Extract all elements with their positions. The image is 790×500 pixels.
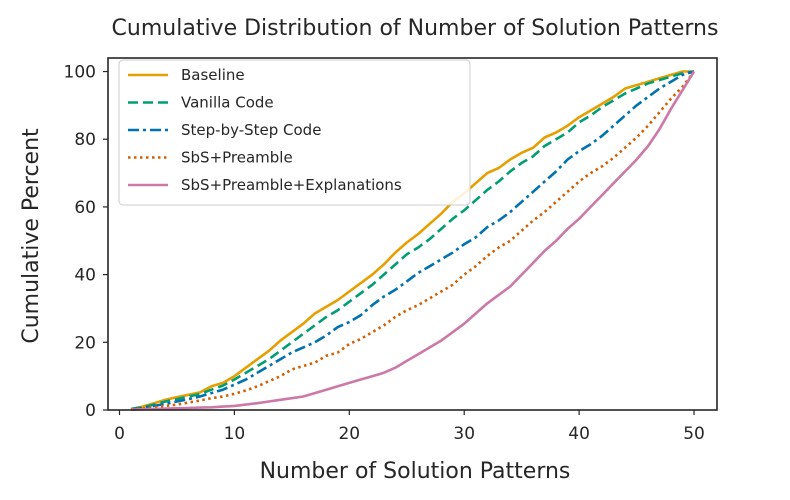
- legend-label: Step-by-Step Code: [181, 121, 321, 139]
- legend: Baseline Vanilla Code Step-by-Step Code SbS…: [118, 59, 471, 206]
- axis-ticks: 0 10 20 30 40 50 0 20 40 60 80 100: [64, 63, 705, 444]
- x-tick-label: 0: [114, 424, 125, 444]
- y-tick-label: 0: [85, 401, 96, 421]
- y-tick-label: 80: [74, 130, 96, 150]
- y-tick-label: 60: [74, 198, 96, 218]
- series-line-4: [130, 70, 696, 411]
- series-line-2: [130, 70, 695, 411]
- x-axis-label: Number of Solution Patterns: [260, 459, 571, 484]
- y-tick-label: 20: [74, 333, 96, 353]
- y-tick-label: 40: [74, 266, 96, 286]
- legend-box: [118, 59, 471, 206]
- x-tick-label: 30: [453, 424, 475, 444]
- legend-label: SbS+Preamble: [181, 149, 293, 167]
- series-line-1: [130, 70, 695, 411]
- chart-title: Cumulative Distribution of Number of Sol…: [112, 16, 719, 41]
- y-axis-label: Cumulative Percent: [19, 128, 44, 344]
- plot-frame: [107, 57, 718, 411]
- x-tick-label: 20: [338, 424, 360, 444]
- series-line-0: [130, 70, 694, 411]
- legend-label: Vanilla Code: [181, 94, 274, 112]
- legend-label: SbS+Preamble+Explanations: [181, 176, 402, 194]
- legend-label: Baseline: [181, 66, 245, 84]
- x-tick-label: 50: [683, 424, 705, 444]
- x-tick-label: 10: [224, 424, 246, 444]
- x-tick-label: 40: [568, 424, 590, 444]
- plot-area: [130, 70, 696, 411]
- y-tick-label: 100: [64, 63, 96, 83]
